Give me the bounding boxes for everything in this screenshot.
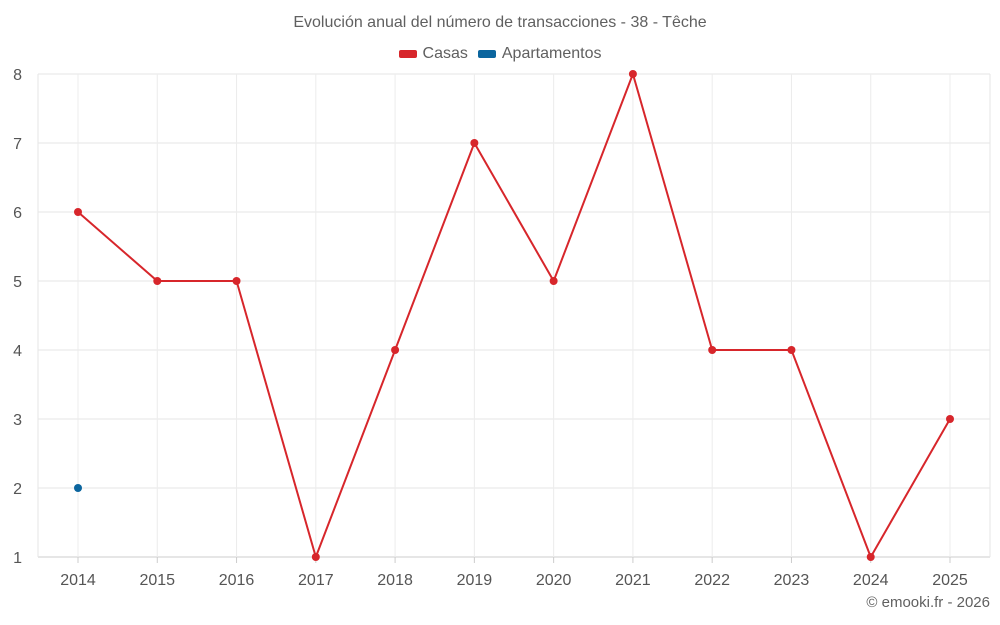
- x-tick-label: 2025: [932, 572, 968, 589]
- legend-swatch-casas: [398, 50, 417, 58]
- y-tick-label: 2: [13, 481, 22, 498]
- legend-item-apartamentos[interactable]: Apartamentos: [477, 45, 602, 63]
- data-point[interactable]: [628, 70, 637, 78]
- legend-label-apartamentos: Apartamentos: [501, 45, 602, 62]
- y-tick-label: 8: [13, 67, 22, 84]
- data-point[interactable]: [74, 484, 82, 492]
- x-tick-label: 2015: [139, 572, 175, 589]
- x-tick-label: 2023: [774, 572, 810, 589]
- data-point[interactable]: [470, 139, 479, 147]
- x-tick-label: 2019: [457, 572, 493, 589]
- y-tick-label: 7: [13, 136, 22, 153]
- y-tick-label: 4: [13, 343, 22, 360]
- data-point[interactable]: [549, 277, 558, 285]
- credit-text: © emooki.fr - 2026: [866, 594, 990, 611]
- series-casas: [74, 70, 954, 561]
- legend-item-casas[interactable]: Casas: [398, 45, 468, 63]
- data-point[interactable]: [708, 346, 717, 354]
- data-point[interactable]: [153, 277, 162, 285]
- data-point[interactable]: [74, 208, 82, 216]
- legend-label-casas: Casas: [422, 45, 468, 62]
- data-point[interactable]: [866, 553, 875, 561]
- data-point[interactable]: [311, 553, 320, 561]
- y-tick-label: 3: [13, 412, 22, 429]
- x-tick-label: 2018: [377, 572, 413, 589]
- y-tick-label: 1: [13, 550, 22, 567]
- legend: Casas Apartamentos: [0, 45, 1000, 63]
- x-tick-label: 2024: [853, 572, 889, 589]
- x-tick-label: 2022: [694, 572, 730, 589]
- data-point[interactable]: [391, 346, 400, 354]
- data-point[interactable]: [946, 415, 954, 423]
- data-point[interactable]: [787, 346, 796, 354]
- x-tick-label: 2020: [536, 572, 572, 589]
- series-line: [77, 73, 951, 558]
- x-tick-label: 2014: [60, 572, 96, 589]
- series-apartamentos: [74, 484, 82, 492]
- x-tick-label: 2021: [615, 572, 651, 589]
- data-point[interactable]: [232, 277, 241, 285]
- chart-title: Evolución anual del número de transaccio…: [293, 14, 707, 31]
- y-tick-label: 6: [13, 205, 22, 222]
- legend-swatch-apartamentos: [477, 50, 496, 58]
- x-tick-label: 2016: [219, 572, 255, 589]
- x-tick-label: 2017: [298, 572, 334, 589]
- y-tick-label: 5: [13, 274, 22, 291]
